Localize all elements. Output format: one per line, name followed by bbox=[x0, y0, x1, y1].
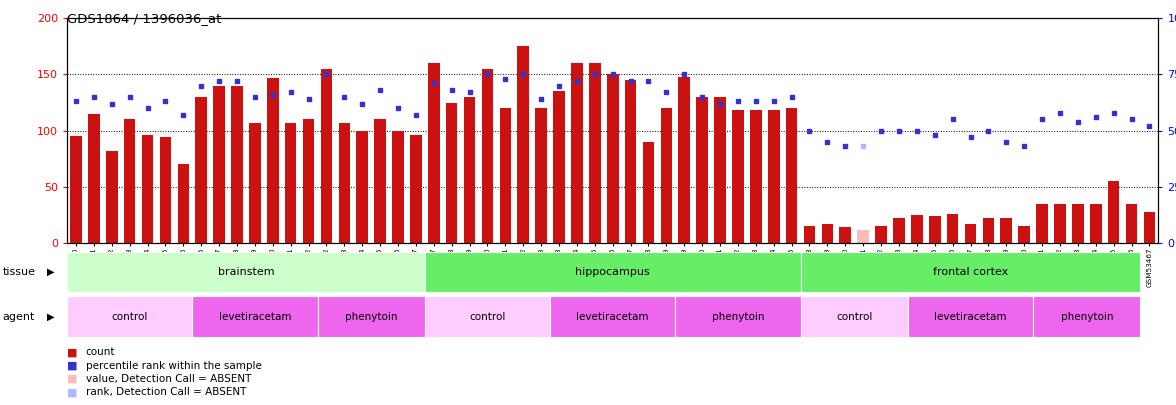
Bar bbox=[714, 97, 726, 243]
Bar bbox=[425, 252, 801, 292]
Bar bbox=[553, 91, 564, 243]
Text: tissue: tissue bbox=[2, 267, 35, 277]
Text: levetiracetam: levetiracetam bbox=[934, 312, 1007, 322]
Bar bbox=[875, 226, 887, 243]
Bar bbox=[1001, 218, 1013, 243]
Bar bbox=[232, 85, 242, 243]
Bar bbox=[1036, 204, 1048, 243]
Bar bbox=[267, 78, 279, 243]
Text: ■: ■ bbox=[67, 347, 78, 357]
Bar bbox=[696, 97, 708, 243]
Bar bbox=[661, 108, 673, 243]
Bar bbox=[123, 119, 135, 243]
Bar bbox=[1018, 226, 1030, 243]
Text: control: control bbox=[836, 312, 873, 322]
Bar bbox=[392, 130, 403, 243]
Text: ■: ■ bbox=[67, 361, 78, 371]
Bar bbox=[857, 230, 869, 243]
Bar bbox=[1125, 204, 1137, 243]
Bar bbox=[750, 111, 762, 243]
Text: phenytoin: phenytoin bbox=[345, 312, 397, 322]
Bar bbox=[929, 216, 941, 243]
Bar bbox=[410, 135, 422, 243]
Bar bbox=[893, 218, 904, 243]
Bar bbox=[983, 218, 994, 243]
Bar bbox=[339, 123, 350, 243]
Bar bbox=[1090, 204, 1102, 243]
Bar bbox=[425, 296, 550, 337]
Bar bbox=[374, 119, 386, 243]
Bar bbox=[803, 226, 815, 243]
Bar bbox=[88, 114, 100, 243]
Bar bbox=[908, 296, 1034, 337]
Bar bbox=[801, 296, 908, 337]
Text: ■: ■ bbox=[67, 374, 78, 384]
Bar bbox=[964, 224, 976, 243]
Bar bbox=[285, 123, 296, 243]
Text: levetiracetam: levetiracetam bbox=[219, 312, 292, 322]
Bar bbox=[1073, 204, 1083, 243]
Bar bbox=[624, 80, 636, 243]
Bar bbox=[321, 69, 333, 243]
Bar bbox=[160, 137, 172, 243]
Bar bbox=[249, 123, 261, 243]
Bar bbox=[517, 46, 529, 243]
Bar bbox=[195, 97, 207, 243]
Bar bbox=[213, 85, 225, 243]
Bar bbox=[106, 151, 118, 243]
Bar bbox=[733, 111, 743, 243]
Bar bbox=[589, 63, 601, 243]
Text: phenytoin: phenytoin bbox=[711, 312, 764, 322]
Bar bbox=[1054, 204, 1065, 243]
Bar bbox=[572, 63, 583, 243]
Text: ▶: ▶ bbox=[47, 267, 54, 277]
Bar bbox=[911, 215, 923, 243]
Bar bbox=[71, 136, 82, 243]
Bar bbox=[675, 296, 801, 337]
Bar bbox=[607, 75, 619, 243]
Bar bbox=[642, 142, 654, 243]
Bar bbox=[142, 135, 153, 243]
Bar bbox=[947, 214, 958, 243]
Bar bbox=[67, 252, 425, 292]
Bar bbox=[428, 63, 440, 243]
Bar bbox=[67, 296, 192, 337]
Bar bbox=[318, 296, 425, 337]
Text: count: count bbox=[86, 347, 115, 357]
Bar bbox=[801, 252, 1141, 292]
Text: ■: ■ bbox=[67, 388, 78, 397]
Text: brainstem: brainstem bbox=[218, 267, 274, 277]
Bar bbox=[192, 296, 318, 337]
Bar bbox=[302, 119, 314, 243]
Text: agent: agent bbox=[2, 312, 35, 322]
Text: percentile rank within the sample: percentile rank within the sample bbox=[86, 361, 262, 371]
Bar bbox=[446, 102, 457, 243]
Bar bbox=[786, 108, 797, 243]
Text: value, Detection Call = ABSENT: value, Detection Call = ABSENT bbox=[86, 374, 252, 384]
Text: levetiracetam: levetiracetam bbox=[576, 312, 649, 322]
Text: hippocampus: hippocampus bbox=[575, 267, 650, 277]
Bar bbox=[679, 77, 690, 243]
Text: ▶: ▶ bbox=[47, 312, 54, 322]
Bar bbox=[840, 227, 851, 243]
Bar bbox=[768, 111, 780, 243]
Bar bbox=[1143, 211, 1155, 243]
Text: phenytoin: phenytoin bbox=[1061, 312, 1112, 322]
Bar bbox=[1034, 296, 1141, 337]
Bar bbox=[550, 296, 675, 337]
Bar bbox=[535, 108, 547, 243]
Bar bbox=[500, 108, 512, 243]
Bar bbox=[482, 69, 493, 243]
Text: frontal cortex: frontal cortex bbox=[933, 267, 1008, 277]
Text: rank, Detection Call = ABSENT: rank, Detection Call = ABSENT bbox=[86, 388, 246, 397]
Bar bbox=[1108, 181, 1120, 243]
Bar bbox=[822, 224, 834, 243]
Bar bbox=[356, 130, 368, 243]
Text: control: control bbox=[112, 312, 148, 322]
Text: GDS1864 / 1396036_at: GDS1864 / 1396036_at bbox=[67, 12, 221, 25]
Text: control: control bbox=[469, 312, 506, 322]
Bar bbox=[463, 97, 475, 243]
Bar bbox=[178, 164, 189, 243]
